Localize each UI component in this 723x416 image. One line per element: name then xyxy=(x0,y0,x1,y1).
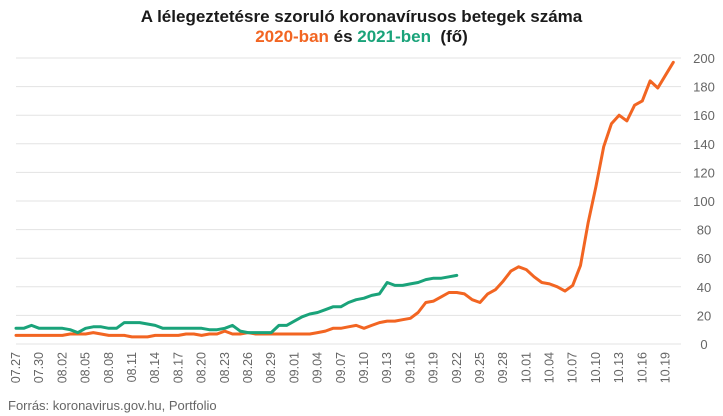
x-tick-label: 09.13 xyxy=(380,352,394,383)
series xyxy=(14,60,675,339)
x-tick-label: 09.19 xyxy=(427,352,441,383)
x-tick-label: 08.14 xyxy=(148,352,162,383)
x-tick-label: 08.17 xyxy=(171,352,185,383)
x-tick-label: 08.29 xyxy=(264,352,278,383)
x-tick-label: 10.01 xyxy=(519,352,533,383)
x-tick-label: 08.05 xyxy=(79,352,93,383)
x-tick-label: 08.26 xyxy=(241,352,255,383)
y-tick-label: 60 xyxy=(697,251,711,266)
series-line-s2020 xyxy=(14,60,675,339)
x-tick-label: 10.10 xyxy=(589,352,603,383)
y-tick-label: 40 xyxy=(697,280,711,295)
y-tick-label: 80 xyxy=(697,223,711,238)
y-tick-label: 0 xyxy=(700,337,707,352)
x-tick-label: 10.19 xyxy=(659,352,673,383)
x-tick-label: 09.22 xyxy=(450,352,464,383)
chart-title-line2: 2020-ban és 2021-ben (fő) xyxy=(255,27,468,46)
title-connector: és xyxy=(329,27,357,46)
source-note: Forrás: koronavirus.gov.hu, Portfolio xyxy=(8,398,217,413)
x-tick-label: 10.16 xyxy=(635,352,649,383)
y-tick-label: 200 xyxy=(693,51,715,66)
x-tick-label: 10.07 xyxy=(566,352,580,383)
y-tick-label: 160 xyxy=(693,108,715,123)
x-tick-label: 10.04 xyxy=(543,352,557,383)
title-2021-label: 2021-ben xyxy=(357,27,431,46)
x-tick-label: 07.30 xyxy=(32,352,46,383)
x-tick-label: 09.28 xyxy=(496,352,510,383)
y-tick-label: 120 xyxy=(693,165,715,180)
x-tick-label: 08.23 xyxy=(218,352,232,383)
y-tick-label: 100 xyxy=(693,194,715,209)
grid xyxy=(16,57,681,345)
chart-title-line1: A lélegeztetésre szoruló koronavírusos b… xyxy=(141,7,583,26)
title-unit: (fő) xyxy=(431,27,468,46)
x-tick-label: 09.01 xyxy=(287,352,301,383)
series-line-s2021 xyxy=(14,273,459,335)
x-tick-label: 08.11 xyxy=(125,352,139,382)
x-tick-label: 08.02 xyxy=(55,352,69,383)
x-tick-label: 08.08 xyxy=(102,352,116,383)
y-axis-ticks: 0 20 40 60 80 100 120 140 160 180 200 xyxy=(693,51,715,352)
x-axis-ticks: 07.27 07.30 08.02 08.05 08.08 08.11 08.14 08.17… xyxy=(9,352,673,383)
x-tick-label: 09.16 xyxy=(403,352,417,383)
y-tick-label: 20 xyxy=(697,308,711,323)
x-tick-label: 07.27 xyxy=(9,352,23,383)
title-2020-label: 2020-ban xyxy=(255,27,329,46)
x-tick-label: 09.25 xyxy=(473,352,487,383)
x-tick-label: 08.20 xyxy=(195,352,209,383)
y-tick-label: 140 xyxy=(693,137,715,152)
y-tick-label: 180 xyxy=(693,80,715,95)
x-tick-label: 09.04 xyxy=(311,352,325,383)
x-tick-label: 10.13 xyxy=(612,352,626,383)
x-tick-label: 09.07 xyxy=(334,352,348,383)
x-tick-label: 09.10 xyxy=(357,352,371,383)
